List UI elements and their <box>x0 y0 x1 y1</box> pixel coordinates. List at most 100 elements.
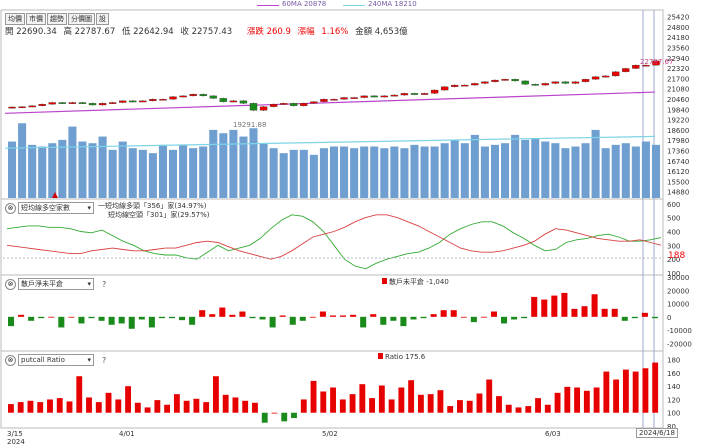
diff-bar <box>78 316 85 324</box>
candle-body <box>259 106 268 111</box>
ratio-bar <box>8 404 14 413</box>
date-label-3: 6/03 <box>545 430 561 438</box>
volume-bar <box>179 144 188 198</box>
candle-body <box>350 97 358 99</box>
close-icon[interactable]: ⊗ <box>5 202 16 214</box>
candle-body <box>581 79 590 82</box>
candle-body <box>249 103 258 111</box>
candle-body <box>551 81 560 84</box>
quote-line: 開 22690.34 高 22787.67 低 22642.94 收 22757… <box>5 25 412 37</box>
candle-body <box>229 100 238 103</box>
diff-bar <box>631 316 638 319</box>
volume-bar <box>601 148 610 198</box>
ratio-bar <box>339 399 346 413</box>
price-tick-label: 20460 <box>667 96 689 104</box>
ma240-legend-label: 240MA 18210 <box>368 0 417 8</box>
ratio-bar <box>144 407 151 413</box>
osc-indicator-select[interactable]: 短均線多空家數 <box>18 202 94 214</box>
ratio-bar <box>466 400 473 413</box>
ratio-bar <box>632 371 639 413</box>
candle-body <box>601 75 610 78</box>
ratio-bar <box>95 402 102 413</box>
quote-high: 高 22787.67 <box>63 27 116 37</box>
candle-body <box>390 94 399 97</box>
tab-avg-price[interactable]: 均價 <box>5 13 25 25</box>
diff-bar <box>360 316 367 328</box>
volume-bar <box>68 126 77 198</box>
volume-bar <box>370 146 379 198</box>
volume-bar <box>329 146 339 198</box>
ratio-indicator-select[interactable]: putcall Ratio <box>18 354 94 366</box>
ratio-label-text: Ratio 175.6 <box>385 353 426 361</box>
volume-bar <box>551 143 560 198</box>
diff-bar <box>8 316 15 327</box>
diff-bar <box>58 316 65 328</box>
close-icon[interactable]: ⊗ <box>5 278 16 290</box>
diff-bar <box>138 316 145 320</box>
price-tick-label: 22940 <box>667 55 689 63</box>
ratio-bar <box>583 390 590 413</box>
tab-settings[interactable]: 設 <box>96 13 109 25</box>
diff-bar <box>440 310 447 317</box>
ratio-bar <box>593 387 600 413</box>
volume-bar <box>48 143 57 198</box>
ratio-bar <box>505 404 512 413</box>
ratio-bar <box>486 379 493 413</box>
diff-bar <box>531 296 538 317</box>
ratio-bar <box>544 404 551 413</box>
tab-price-distribution[interactable]: 分價圖 <box>68 13 95 25</box>
ratio-bar <box>320 391 327 413</box>
diff-bar <box>189 316 196 325</box>
diff-help-icon[interactable]: ? <box>102 279 107 289</box>
diff-tick-label: -20000 <box>667 340 692 348</box>
candle-body <box>88 103 97 106</box>
volume-bar <box>158 144 167 198</box>
diff-indicator-select[interactable]: 散戶淨未平倉 <box>18 278 94 290</box>
close-icon[interactable]: ⊗ <box>5 354 16 366</box>
diff-bar <box>98 316 105 321</box>
volume-bar <box>319 148 328 198</box>
ratio-help-icon[interactable]: ? <box>102 355 107 365</box>
diff-bar <box>148 316 155 328</box>
diff-bar <box>239 311 246 317</box>
date-axis: 3/15 2024 4/01 5/02 6/03 2024/6/18 <box>0 428 719 446</box>
volume-bar <box>521 139 530 198</box>
osc-tick-label: 200 <box>667 256 680 264</box>
ratio-bar <box>622 369 629 413</box>
ratio-bar <box>281 412 288 422</box>
volume-bar <box>58 139 67 198</box>
ratio-bar <box>398 387 405 413</box>
ratio-bar <box>359 384 366 413</box>
volume-bar <box>350 148 359 198</box>
volume-bar <box>501 143 510 198</box>
candle-body <box>511 79 519 82</box>
volume-bar <box>340 146 349 198</box>
volume-bar <box>38 146 47 198</box>
candle-body <box>531 84 539 86</box>
diff-bar <box>199 310 206 317</box>
ratio-bar <box>173 394 180 413</box>
ratio-bar <box>291 412 297 419</box>
volume-bar <box>450 139 459 198</box>
diff-bar <box>541 299 548 317</box>
volume-bar <box>269 148 278 198</box>
candle-body <box>430 89 439 94</box>
volume-bar <box>360 146 369 198</box>
ratio-controls: ⊗ putcall Ratio ? <box>5 354 106 366</box>
ratio-bar <box>300 399 307 413</box>
diff-bar <box>28 316 35 321</box>
volume-bar <box>309 154 318 198</box>
candle-body <box>320 99 328 102</box>
candle-body <box>410 93 419 95</box>
tab-trend[interactable]: 趨勢 <box>47 13 67 25</box>
ratio-bar <box>427 394 434 413</box>
ratio-bar <box>535 398 541 413</box>
volume-bar <box>219 133 228 198</box>
volume-bar <box>209 129 218 198</box>
tab-market-price[interactable]: 市價 <box>26 13 46 25</box>
diff-bar <box>591 294 598 317</box>
ma240-legend-swatch <box>343 5 365 6</box>
panel-frame <box>0 350 664 429</box>
diff-tick-label: 30000 <box>667 274 689 282</box>
